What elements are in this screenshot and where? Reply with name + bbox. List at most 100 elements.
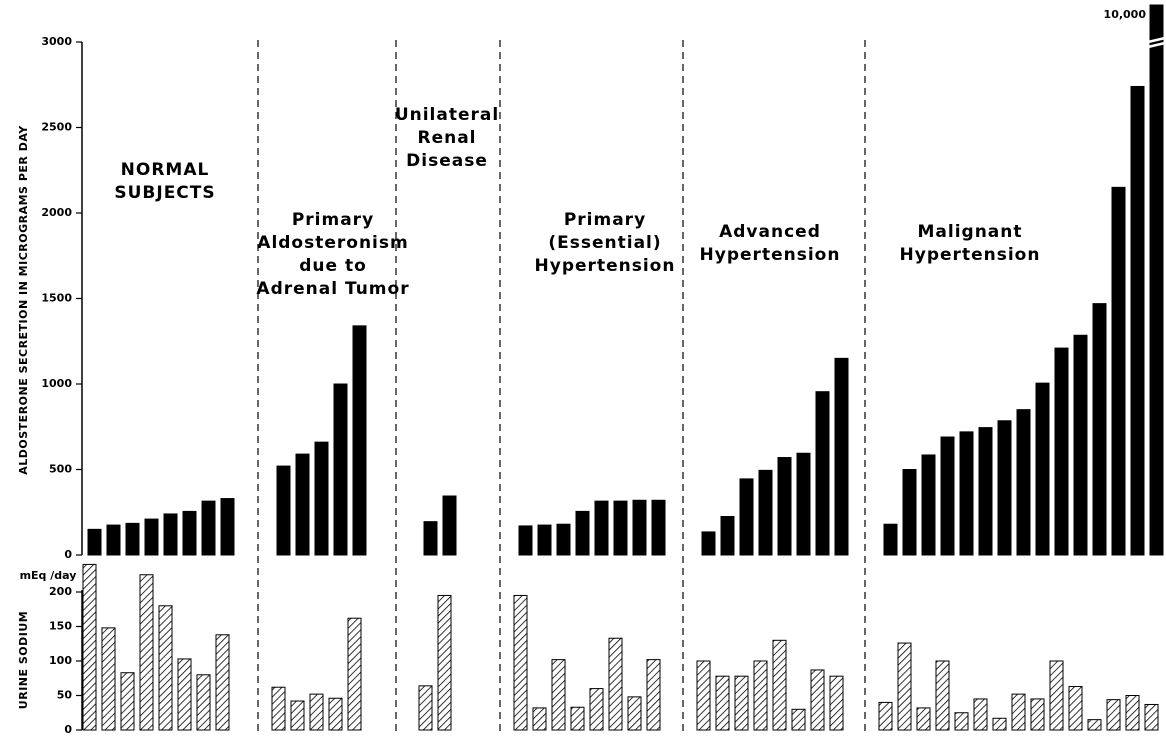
bar [177, 658, 192, 731]
bar [935, 660, 950, 731]
y-tick-label: 500 [49, 463, 72, 476]
bar [201, 500, 216, 556]
bar [101, 627, 116, 731]
y-tick-label: 2000 [41, 206, 72, 219]
bar [921, 454, 936, 556]
y-tick-label: 2500 [41, 121, 72, 134]
bar [632, 499, 647, 556]
group-label: SUBJECTS [114, 183, 215, 203]
bar [87, 528, 102, 556]
bar [120, 672, 135, 731]
bar [715, 675, 730, 731]
y-tick-label: 3000 [41, 35, 72, 48]
y-tick-label: 0 [64, 548, 72, 561]
bar [309, 693, 324, 731]
bar [271, 686, 286, 731]
y-tick-label: 1500 [41, 292, 72, 305]
group-label: due to [299, 256, 367, 276]
bar [423, 521, 438, 556]
bar [758, 469, 773, 556]
bar [1111, 186, 1126, 556]
bar [163, 513, 178, 556]
group-label: Disease [406, 151, 488, 171]
group-label: (Essential) [548, 233, 661, 253]
bar [182, 510, 197, 556]
bar [959, 431, 974, 556]
y-tick-label: 100 [49, 654, 72, 667]
bar [1035, 382, 1050, 556]
bar [196, 674, 211, 731]
bar [834, 357, 849, 556]
bar [1049, 660, 1064, 731]
bar [537, 524, 552, 556]
bar [333, 383, 348, 556]
bar [1149, 4, 1164, 556]
bar [1068, 686, 1083, 731]
bar [437, 594, 452, 731]
bar [347, 617, 362, 731]
bar [220, 498, 235, 556]
bar [513, 594, 528, 731]
bar [791, 708, 806, 731]
y-tick-label: 200 [49, 585, 72, 598]
bar [418, 685, 433, 731]
group-label: Hypertension [900, 245, 1041, 265]
bar [1106, 699, 1121, 731]
bar [556, 523, 571, 556]
bar [276, 465, 291, 556]
group-label: Unilateral [395, 105, 499, 125]
bar [878, 701, 893, 731]
bar [978, 427, 993, 556]
bar [954, 712, 969, 731]
bar [139, 574, 154, 731]
bar [518, 525, 533, 556]
bar [720, 516, 735, 556]
bar [734, 675, 749, 731]
bar [570, 706, 585, 731]
bar [1073, 334, 1088, 556]
bar [1144, 703, 1159, 731]
y-axis-label: ALDOSTERONE SECRETION IN MICROGRAMS PER … [17, 125, 30, 475]
bar [328, 697, 343, 731]
bar [777, 457, 792, 556]
y-tick-label: 150 [49, 620, 72, 633]
bar [1125, 695, 1140, 731]
bar [158, 605, 173, 731]
bar [442, 495, 457, 556]
bar [973, 698, 988, 731]
y-tick-label: 0 [64, 723, 72, 736]
bar [82, 563, 97, 731]
bar [290, 700, 305, 731]
axis-break [1147, 36, 1166, 49]
group-label: Malignant [917, 222, 1022, 242]
y-tick-label: 50 [57, 689, 73, 702]
bar [1011, 693, 1026, 731]
bar [1016, 409, 1031, 556]
bar [997, 420, 1012, 556]
bar [613, 500, 628, 556]
bar [1087, 719, 1102, 731]
bar [829, 675, 844, 731]
bar [295, 453, 310, 556]
bar [1092, 303, 1107, 556]
bar [772, 639, 787, 731]
y-tick-label: 1000 [41, 377, 72, 390]
y-unit-label: mEq /day [20, 569, 77, 582]
bar [902, 469, 917, 556]
bar [651, 499, 666, 556]
bar [125, 522, 140, 556]
bar [532, 707, 547, 731]
bar [739, 478, 754, 556]
bar [594, 500, 609, 556]
bar [106, 524, 121, 556]
bar [627, 696, 642, 731]
bar [883, 523, 898, 556]
bar [551, 659, 566, 731]
bar [1054, 347, 1069, 556]
bar [696, 660, 711, 731]
group-label: Hypertension [535, 256, 676, 276]
bar [144, 518, 159, 556]
group-label: Hypertension [700, 245, 841, 265]
group-label: Aldosteronism [257, 233, 408, 253]
group-label: Adrenal Tumor [256, 279, 409, 299]
